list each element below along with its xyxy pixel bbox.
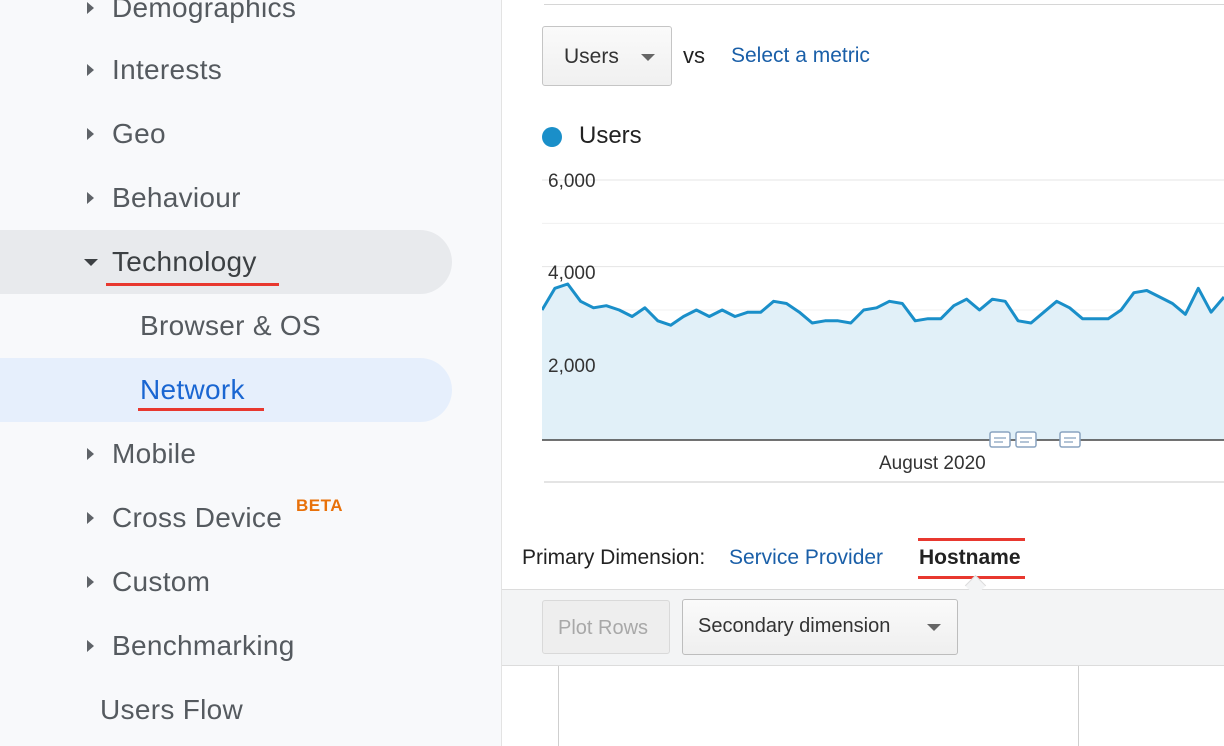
y-tick-label: 2,000: [548, 356, 596, 377]
dropdown-arrow-icon: [927, 624, 941, 631]
annotation-icon[interactable]: [989, 431, 1011, 448]
expand-caret-icon: [87, 576, 94, 588]
beta-badge: BETA: [296, 496, 344, 515]
expand-caret-icon: [87, 2, 94, 14]
sidebar-item-label: Network: [140, 374, 245, 405]
dimension-hostname-active[interactable]: Hostname: [919, 546, 1021, 569]
users-series-line: [542, 282, 1224, 327]
expand-caret-icon: [87, 128, 94, 140]
dropdown-arrow-icon: [641, 54, 655, 61]
expand-caret-icon: [87, 448, 94, 460]
report-sidebar: Demographics Interests Geo Behaviour Tec…: [0, 0, 502, 746]
table-column-divider: [558, 666, 559, 746]
top-divider: [544, 4, 1224, 5]
annotation-icon[interactable]: [1015, 431, 1037, 448]
expand-caret-icon: [87, 192, 94, 204]
sidebar-item-label: Users Flow: [100, 694, 244, 725]
metric-dropdown-value: Users: [564, 45, 619, 68]
sidebar-item-label: Behaviour: [112, 182, 241, 213]
technology-underline: [106, 283, 279, 286]
sidebar-item-label: Technology: [112, 246, 257, 277]
sidebar-item-label: Interests: [112, 54, 223, 85]
metric-dropdown[interactable]: Users: [542, 26, 672, 86]
vs-label: vs: [683, 43, 705, 68]
users-area-fill: [542, 284, 1224, 440]
y-tick-label: 4,000: [548, 263, 596, 284]
users-line-chart[interactable]: 6,000 4,000 2,000 August 2020: [542, 160, 1224, 490]
expand-caret-icon: [87, 640, 94, 652]
legend-marker: [542, 127, 562, 147]
network-underline: [138, 408, 264, 411]
expand-caret-icon: [87, 64, 94, 76]
plot-rows-label: Plot Rows: [558, 617, 649, 639]
sidebar-item-label: Benchmarking: [112, 630, 295, 661]
sidebar-item-label: Browser & OS: [140, 310, 321, 341]
select-metric-link[interactable]: Select a metric: [731, 44, 870, 67]
collapse-caret-icon: [84, 259, 98, 266]
expand-caret-icon: [87, 512, 94, 524]
report-main: Users vs Select a metric Users 6,000 4,0…: [502, 0, 1224, 746]
annotation-icon[interactable]: [1059, 431, 1081, 448]
dimension-service-provider-link[interactable]: Service Provider: [729, 546, 884, 569]
sidebar-item-label: Mobile: [112, 438, 197, 469]
table-toolbar: Plot Rows Secondary dimension: [502, 589, 1224, 666]
sidebar-item-label: Geo: [112, 118, 166, 149]
sidebar-item-label: Demographics: [112, 0, 297, 23]
plot-rows-button[interactable]: Plot Rows: [542, 600, 670, 654]
hostname-top-underline: [918, 538, 1025, 541]
sidebar-item-network-highlight: [0, 358, 452, 422]
x-axis-label: August 2020: [879, 453, 986, 474]
data-table: [502, 666, 1224, 746]
table-column-divider: [1078, 666, 1079, 746]
legend-label: Users: [579, 122, 642, 149]
y-tick-label: 6,000: [548, 171, 596, 192]
secondary-dimension-label: Secondary dimension: [698, 615, 891, 637]
sidebar-item-label: Cross Device: [112, 502, 283, 533]
secondary-dimension-dropdown[interactable]: Secondary dimension: [682, 599, 958, 655]
primary-dimension-label: Primary Dimension:: [522, 546, 706, 569]
sidebar-item-label: Custom: [112, 566, 211, 597]
